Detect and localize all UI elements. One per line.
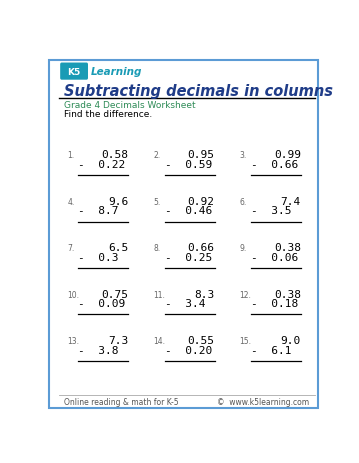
- Text: 3.: 3.: [240, 151, 247, 160]
- Text: 13.: 13.: [67, 337, 79, 345]
- Text: Subtracting decimals in columns: Subtracting decimals in columns: [64, 84, 334, 99]
- Text: 6.: 6.: [240, 197, 247, 206]
- FancyBboxPatch shape: [60, 63, 88, 81]
- Text: 14.: 14.: [153, 337, 165, 345]
- Text: -  0.09: - 0.09: [78, 299, 126, 309]
- Text: Grade 4 Decimals Worksheet: Grade 4 Decimals Worksheet: [64, 101, 196, 110]
- Text: 8.3: 8.3: [194, 289, 215, 299]
- Text: -  8.7: - 8.7: [78, 206, 119, 216]
- Text: 9.: 9.: [240, 244, 247, 253]
- Text: 8.: 8.: [153, 244, 160, 253]
- Text: 6.5: 6.5: [108, 243, 129, 253]
- Text: -  0.59: - 0.59: [164, 160, 212, 169]
- Text: ©  www.k5learning.com: © www.k5learning.com: [217, 397, 309, 406]
- Text: -  0.22: - 0.22: [78, 160, 126, 169]
- Text: Find the difference.: Find the difference.: [64, 110, 153, 119]
- Text: 0.55: 0.55: [188, 335, 215, 345]
- Text: 0.99: 0.99: [274, 150, 301, 160]
- Text: -  0.20: - 0.20: [164, 345, 212, 355]
- Text: -  0.3: - 0.3: [78, 252, 119, 263]
- Text: -  3.8: - 3.8: [78, 345, 119, 355]
- Text: 0.75: 0.75: [101, 289, 129, 299]
- Text: -  3.4: - 3.4: [164, 299, 205, 309]
- Text: 0.38: 0.38: [274, 243, 301, 253]
- Text: 9.6: 9.6: [108, 196, 129, 206]
- Text: Learning: Learning: [91, 67, 142, 77]
- Text: -  0.18: - 0.18: [251, 299, 298, 309]
- Text: 10.: 10.: [67, 290, 79, 299]
- Text: 2.: 2.: [153, 151, 160, 160]
- Text: 15.: 15.: [240, 337, 252, 345]
- Text: -  0.06: - 0.06: [251, 252, 298, 263]
- Text: 0.58: 0.58: [101, 150, 129, 160]
- Text: K5: K5: [67, 68, 81, 76]
- Text: 0.95: 0.95: [188, 150, 215, 160]
- FancyBboxPatch shape: [49, 61, 318, 408]
- Text: 11.: 11.: [153, 290, 165, 299]
- Text: 0.92: 0.92: [188, 196, 215, 206]
- Text: 1.: 1.: [67, 151, 74, 160]
- Text: 7.3: 7.3: [108, 335, 129, 345]
- Text: 0.38: 0.38: [274, 289, 301, 299]
- Text: 5.: 5.: [153, 197, 160, 206]
- Text: 0.66: 0.66: [188, 243, 215, 253]
- Text: -  3.5: - 3.5: [251, 206, 291, 216]
- Text: 12.: 12.: [240, 290, 252, 299]
- Text: 4.: 4.: [67, 197, 74, 206]
- Text: 7.4: 7.4: [281, 196, 301, 206]
- Text: -  0.66: - 0.66: [251, 160, 298, 169]
- Text: Online reading & math for K-5: Online reading & math for K-5: [64, 397, 179, 406]
- Text: -  0.25: - 0.25: [164, 252, 212, 263]
- Text: 9.0: 9.0: [281, 335, 301, 345]
- Text: 7.: 7.: [67, 244, 74, 253]
- Text: -  6.1: - 6.1: [251, 345, 291, 355]
- Text: -  0.46: - 0.46: [164, 206, 212, 216]
